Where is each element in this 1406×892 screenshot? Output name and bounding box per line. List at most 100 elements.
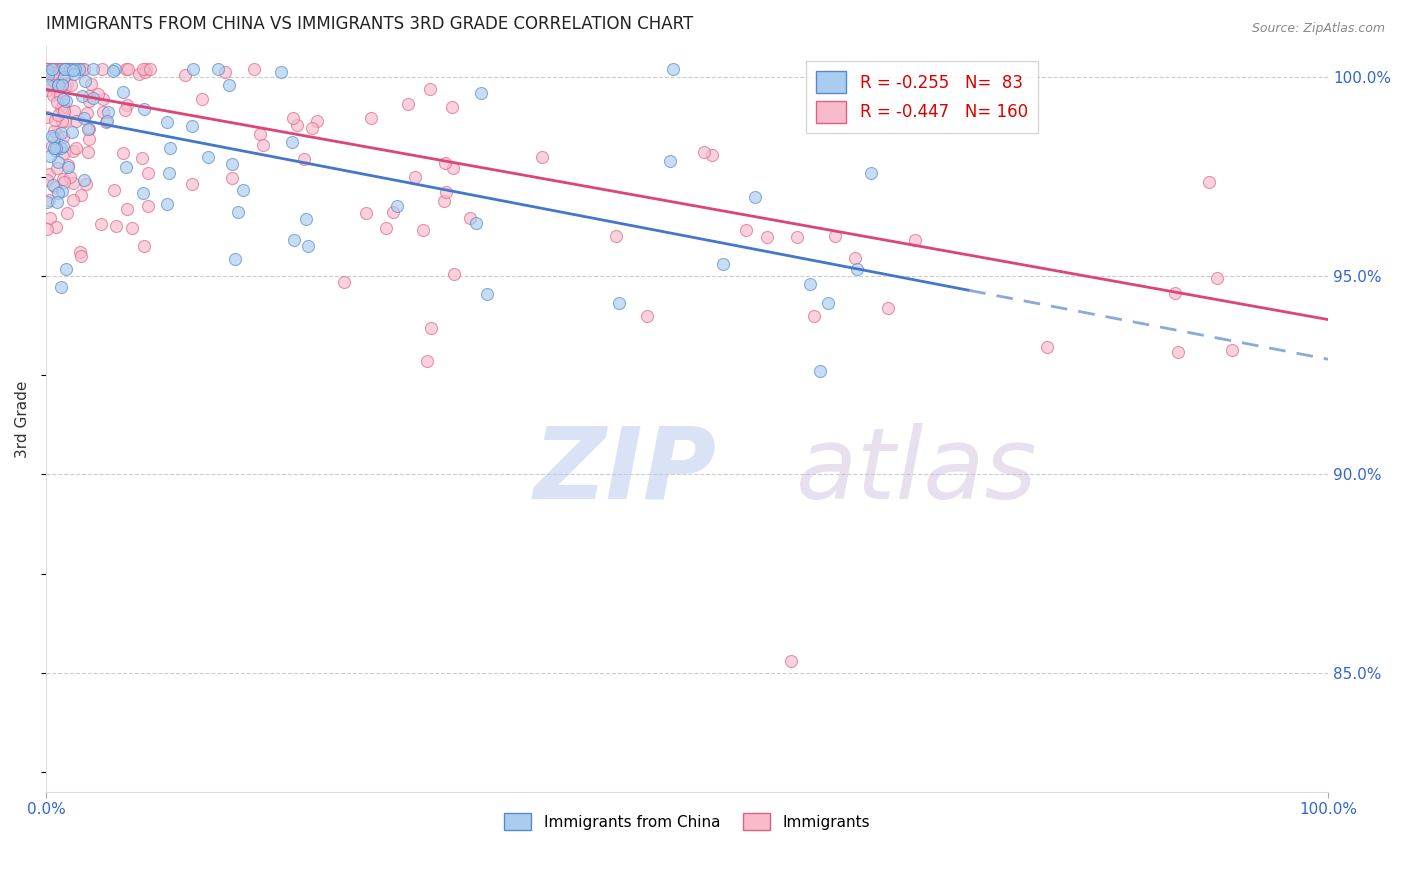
Point [46,108,69,122]
Point [375,220,398,235]
Point [458,211,481,225]
Point [96,114,118,128]
Point [283,234,305,248]
Point [46,95,69,109]
Point [440,100,463,114]
Point [252,137,274,152]
Point [52,139,75,153]
Point [103,183,125,197]
Point [52,92,75,106]
Point [52,62,75,77]
Point [52,145,75,160]
Point [46,127,69,141]
Point [42,62,65,77]
Point [104,219,127,234]
Point [283,112,305,126]
Point [51,78,73,93]
Point [80,77,103,91]
Point [159,141,181,155]
Point [292,153,315,167]
Point [75,177,97,191]
Point [37,62,59,77]
Point [824,228,846,243]
Point [412,223,434,237]
Point [42,66,65,80]
Point [53,62,76,77]
Point [37,110,59,124]
Point [42,88,65,103]
Point [45,141,67,155]
Point [711,256,734,270]
Point [58,62,80,77]
Point [877,301,900,315]
Point [49,101,72,115]
Point [53,80,76,95]
Point [301,120,323,135]
Point [58,62,80,77]
Point [73,74,96,88]
Point [73,62,96,77]
Point [131,152,153,166]
Text: Source: ZipAtlas.com: Source: ZipAtlas.com [1251,22,1385,36]
Point [41,62,63,77]
Point [46,155,69,169]
Point [51,62,73,77]
Point [115,97,138,112]
Point [139,62,162,77]
Point [114,103,136,117]
Point [174,69,197,83]
Point [434,185,457,199]
Point [55,262,77,277]
Point [52,175,75,189]
Text: atlas: atlas [796,423,1038,519]
Point [46,78,69,92]
Point [281,135,304,149]
Point [44,180,66,194]
Point [433,194,456,209]
Point [62,193,84,207]
Point [46,195,69,210]
Point [197,150,219,164]
Point [441,161,464,176]
Point [79,88,101,103]
Point [37,173,59,187]
Point [55,62,77,77]
Point [190,92,212,106]
Point [138,166,160,180]
Point [297,239,319,253]
Point [180,177,202,191]
Point [38,167,60,181]
Point [354,205,377,219]
Point [136,199,159,213]
Point [51,114,73,128]
Point [70,89,93,103]
Point [692,145,714,160]
Point [470,86,492,100]
Point [52,102,75,116]
Point [79,122,101,136]
Point [51,141,73,155]
Point [156,115,179,129]
Point [662,62,685,77]
Point [51,184,73,198]
Point [56,62,79,77]
Point [67,62,90,77]
Point [51,77,73,91]
Point [65,141,87,155]
Point [385,199,408,213]
Point [52,103,75,118]
Point [53,113,76,128]
Point [38,193,60,207]
Legend: Immigrants from China, Immigrants: Immigrants from China, Immigrants [498,806,876,837]
Point [60,62,83,77]
Point [70,249,93,263]
Point [37,62,59,77]
Point [56,158,79,172]
Point [62,176,84,190]
Point [111,85,134,99]
Point [55,206,77,220]
Point [90,217,112,231]
Point [46,186,69,200]
Point [285,118,308,132]
Point [44,141,66,155]
